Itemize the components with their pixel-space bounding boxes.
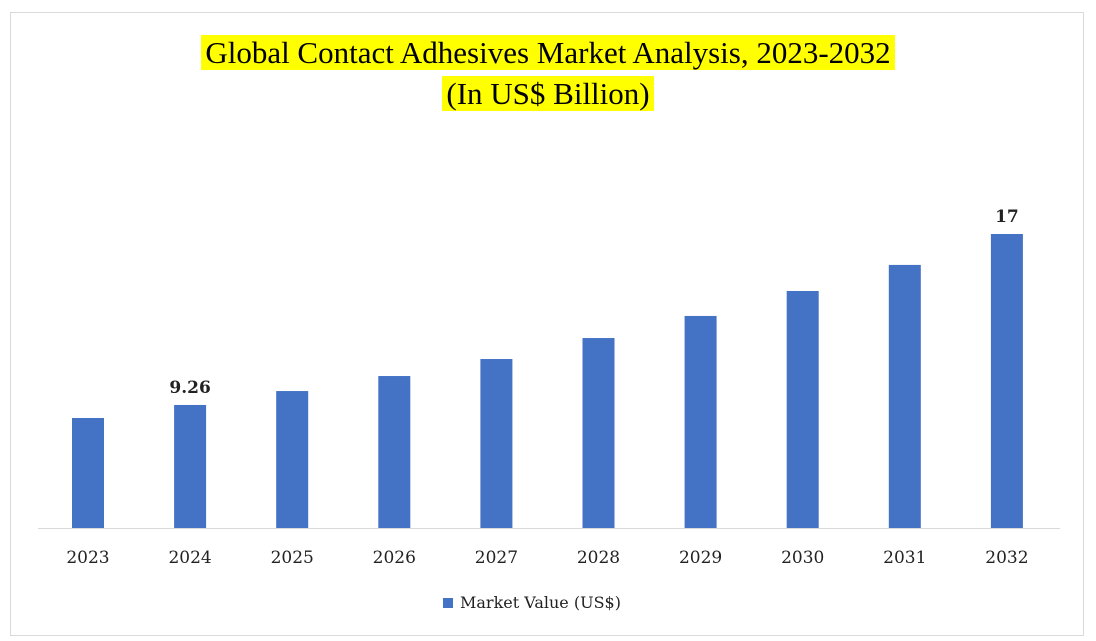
bar-2025 <box>276 391 309 528</box>
x-tick-label: 2028 <box>577 548 620 568</box>
bar-2027 <box>480 359 513 528</box>
legend: Market Value (US$) <box>443 593 621 612</box>
chart-title-line1: Global Contact Adhesives Market Analysis… <box>201 35 895 70</box>
bar-2023 <box>72 417 104 528</box>
x-tick-label: 2023 <box>66 548 109 568</box>
chart-subtitle: (In US$ Billion) <box>0 75 1096 113</box>
bar-2032 <box>990 234 1023 528</box>
bar-2024 <box>174 404 207 528</box>
bar-2031 <box>888 264 921 528</box>
x-tick-label: 2031 <box>883 548 926 568</box>
bar-2026 <box>378 376 411 528</box>
data-label: 17 <box>995 207 1019 227</box>
x-tick-label: 2029 <box>679 548 722 568</box>
data-label: 9.26 <box>169 378 210 398</box>
legend-label: Market Value (US$) <box>460 593 621 612</box>
bar-2029 <box>684 315 717 528</box>
x-tick-label: 2032 <box>985 548 1028 568</box>
chart-title: Global Contact Adhesives Market Analysis… <box>0 34 1096 72</box>
x-tick-label: 2026 <box>373 548 416 568</box>
bar-2030 <box>786 290 819 528</box>
chart-title-line2: (In US$ Billion) <box>442 76 654 111</box>
chart-frame <box>10 12 1084 636</box>
legend-swatch <box>443 597 453 608</box>
x-tick-label: 2027 <box>475 548 518 568</box>
x-tick-label: 2025 <box>271 548 314 568</box>
bar-2028 <box>582 338 615 528</box>
x-tick-label: 2030 <box>781 548 824 568</box>
x-tick-label: 2024 <box>168 548 211 568</box>
